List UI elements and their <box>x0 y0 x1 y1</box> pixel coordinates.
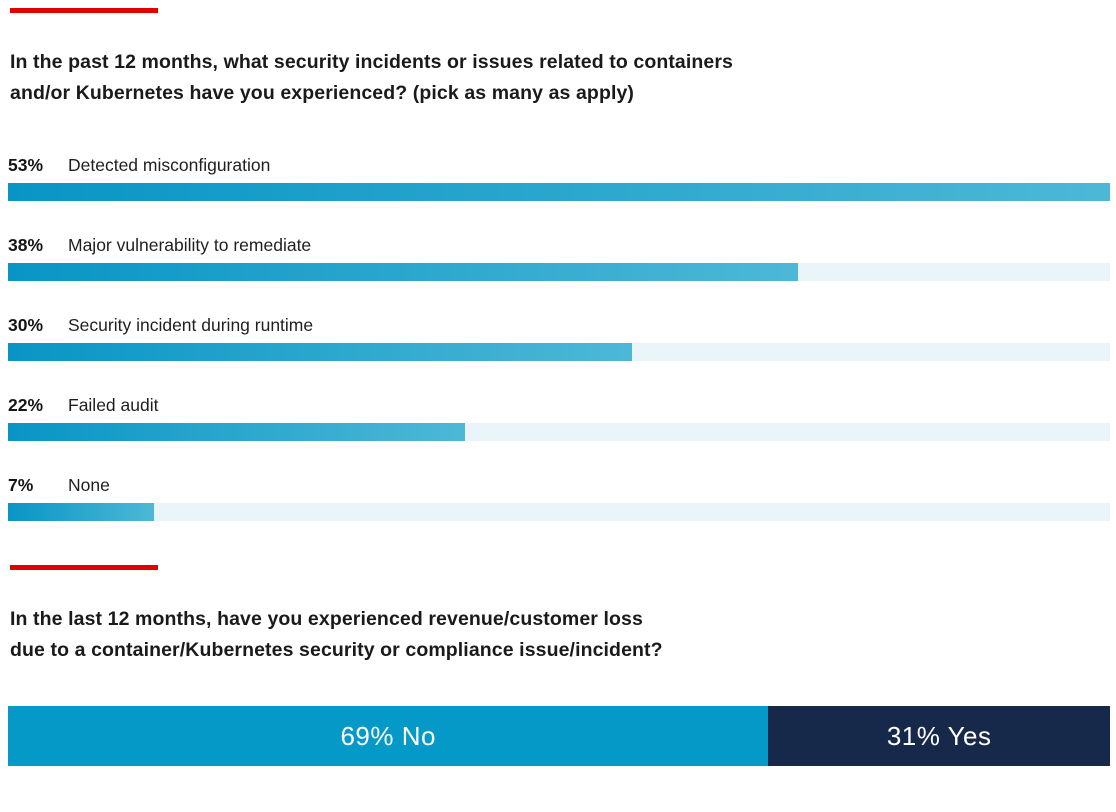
bar-fill <box>8 263 799 281</box>
section1-accent-rule <box>10 8 158 13</box>
bar-row: 22% Failed audit <box>8 395 1110 441</box>
segment-yes: 31% Yes <box>768 706 1110 766</box>
bar-track <box>8 183 1110 201</box>
bar-row: 30% Security incident during runtime <box>8 315 1110 361</box>
bar-category-label: Detected misconfiguration <box>68 155 271 175</box>
bar-value-label: 30% <box>8 315 44 335</box>
bar-category-label: None <box>68 475 110 495</box>
section2-accent-rule <box>10 565 158 570</box>
bar-track <box>8 423 1110 441</box>
revenue-loss-stacked-bar: 69% No 31% Yes <box>8 706 1110 766</box>
bar-value-label: 53% <box>8 155 44 175</box>
bar-row-labels: 7% None <box>8 475 1110 497</box>
incident-bar-chart: 53% Detected misconfiguration 38% Major … <box>8 155 1110 521</box>
bar-category-label: Security incident during runtime <box>68 315 314 335</box>
bar-fill <box>8 423 466 441</box>
section1-title: In the past 12 months, what security inc… <box>10 47 1096 109</box>
bar-row-labels: 38% Major vulnerability to remediate <box>8 235 1110 257</box>
section2-title-line2: due to a container/Kubernetes security o… <box>10 639 663 661</box>
bar-track <box>8 343 1110 361</box>
bar-row-labels: 30% Security incident during runtime <box>8 315 1110 337</box>
bar-category-label: Failed audit <box>68 395 159 415</box>
section1-title-line1: In the past 12 months, what security inc… <box>10 51 733 73</box>
bar-row: 7% None <box>8 475 1110 521</box>
section2-title-line1: In the last 12 months, have you experien… <box>10 608 643 630</box>
bar-fill <box>8 183 1110 201</box>
bar-row-labels: 53% Detected misconfiguration <box>8 155 1110 177</box>
bar-value-label: 22% <box>8 395 44 415</box>
bar-category-label: Major vulnerability to remediate <box>68 235 312 255</box>
bar-value-label: 38% <box>8 235 44 255</box>
bar-track <box>8 503 1110 521</box>
section2-title: In the last 12 months, have you experien… <box>10 604 1096 666</box>
bar-row: 53% Detected misconfiguration <box>8 155 1110 201</box>
bar-row: 38% Major vulnerability to remediate <box>8 235 1110 281</box>
bar-fill <box>8 503 154 521</box>
bar-track <box>8 263 1110 281</box>
bar-value-label: 7% <box>8 475 34 495</box>
bar-fill <box>8 343 632 361</box>
bar-row-labels: 22% Failed audit <box>8 395 1110 417</box>
segment-no: 69% No <box>8 706 769 766</box>
section1-title-line2: and/or Kubernetes have you experienced? … <box>10 82 635 104</box>
